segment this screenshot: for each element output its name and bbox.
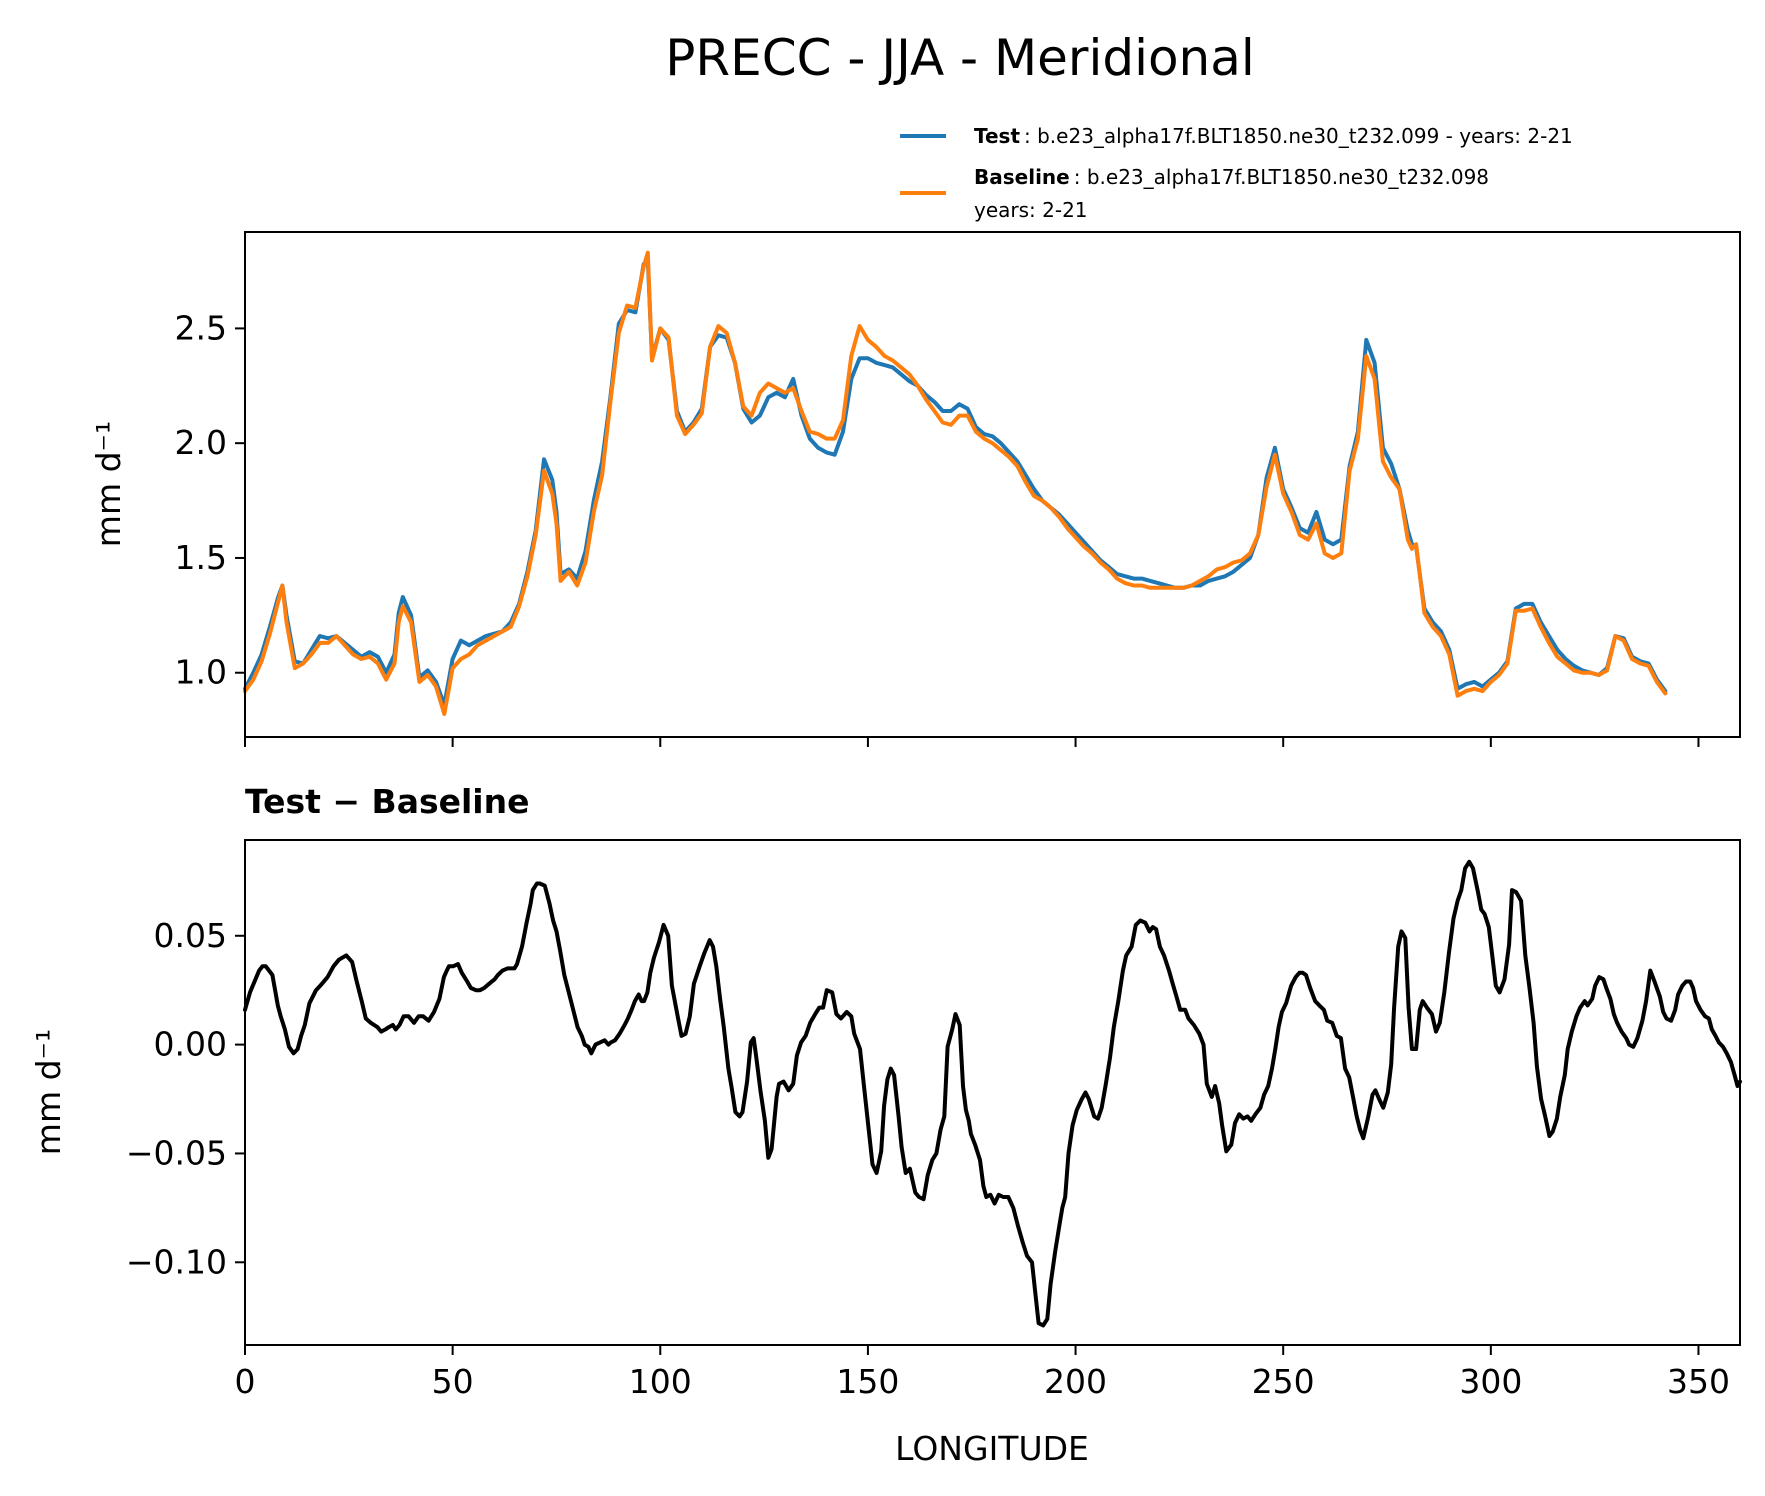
series-line-test-baseline — [243, 859, 1742, 1328]
top-panel: 1.0 1.5 2.0 2.5 mm d⁻¹ — [89, 231, 1741, 747]
legend-baseline-entry: Baseline: b.e23_alpha17f.BLT1850.ne30_t2… — [974, 165, 1489, 189]
top-series-lines — [243, 250, 1668, 716]
y-tick-label: 2.5 — [175, 308, 227, 347]
legend: Test: b.e23_alpha17f.BLT1850.ne30_t232.0… — [900, 124, 1573, 222]
legend-baseline-years: years: 2-21 — [974, 198, 1088, 222]
x-tick-label: 200 — [1044, 1362, 1107, 1401]
x-axis-label: LONGITUDE — [895, 1429, 1089, 1468]
legend-test-desc: : b.e23_alpha17f.BLT1850.ne30_t232.099 -… — [1024, 124, 1573, 148]
x-tick-label: 50 — [432, 1362, 474, 1401]
bottom-series-lines — [243, 859, 1742, 1328]
bottom-panel-frame — [244, 839, 1741, 1346]
top-y-ticks: 1.0 1.5 2.0 2.5 — [175, 308, 245, 692]
x-tick-label: 150 — [836, 1362, 899, 1401]
chart-title: PRECC - JJA - Meridional — [665, 29, 1255, 87]
y-tick-label: 1.0 — [175, 653, 227, 692]
x-tick-label: 0 — [235, 1362, 256, 1401]
bottom-panel-subtitle: Test − Baseline — [245, 782, 530, 821]
top-y-axis-label: mm d⁻¹ — [89, 421, 128, 547]
bottom-y-ticks: −0.10 −0.05 0.00 0.05 — [126, 916, 245, 1281]
series-line-baseline — [243, 250, 1668, 716]
legend-baseline-desc: : b.e23_alpha17f.BLT1850.ne30_t232.098 — [1074, 165, 1489, 189]
legend-test-entry: Test: b.e23_alpha17f.BLT1850.ne30_t232.0… — [974, 124, 1573, 148]
y-tick-label: −0.05 — [126, 1133, 227, 1172]
legend-baseline-label: Baseline — [974, 165, 1070, 189]
legend-test-label: Test — [974, 124, 1020, 148]
top-x-ticks — [244, 737, 1700, 747]
bottom-panel: Test − Baseline −0.10 −0.05 0.00 0.05 0 50 10… — [29, 782, 1742, 1468]
x-tick-label: 100 — [629, 1362, 692, 1401]
bottom-y-axis-label: mm d⁻¹ — [29, 1029, 68, 1155]
y-tick-label: −0.10 — [126, 1242, 227, 1281]
x-tick-label: 250 — [1252, 1362, 1315, 1401]
y-tick-label: 1.5 — [175, 538, 227, 577]
x-tick-label: 300 — [1459, 1362, 1522, 1401]
y-tick-label: 0.05 — [154, 916, 227, 955]
y-tick-label: 2.0 — [175, 423, 227, 462]
y-tick-label: 0.00 — [154, 1025, 227, 1064]
bottom-x-ticks: 0 50 100 150 200 250 300 350 — [235, 1345, 1730, 1401]
x-tick-label: 350 — [1667, 1362, 1730, 1401]
top-panel-frame — [244, 231, 1741, 738]
